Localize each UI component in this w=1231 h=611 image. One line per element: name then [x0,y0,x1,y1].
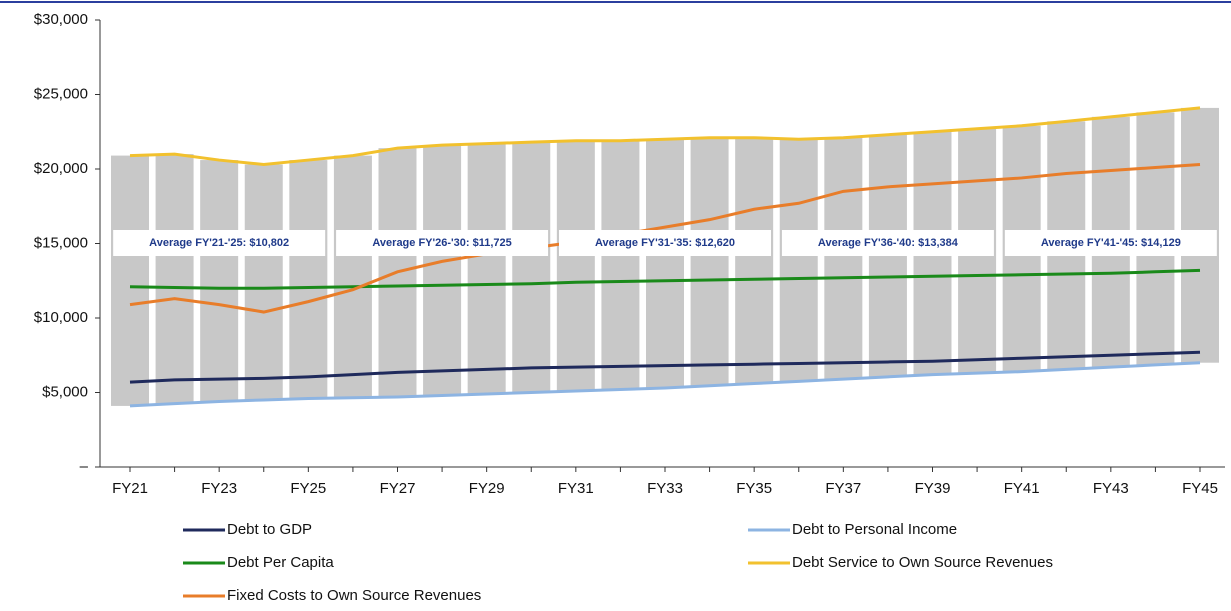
range-bar [200,160,239,402]
range-bar [824,137,863,380]
legend-label: Debt Service to Own Source Revenues [792,554,1053,571]
annotation-box [559,230,771,256]
series-line [129,361,1201,408]
annotation-box [336,230,549,256]
range-bar [244,164,283,400]
x-tick-label: FY31 [558,480,594,497]
annotation: Average FY'31-'35: $12,620 [595,237,735,249]
range-bar [601,140,640,390]
annotation-box [781,230,994,256]
series-line [129,268,1201,290]
annotation: Average FY'41-'45: $14,129 [1041,237,1181,249]
y-tick-label: $10,000 [34,309,88,326]
range-bar [779,139,818,382]
range-bar [690,137,729,386]
x-tick-label: FY45 [1182,480,1218,497]
range-bar [512,142,551,393]
y-tick-label: $20,000 [34,160,88,177]
x-tick-label: FY33 [647,480,683,497]
range-bar [155,154,194,404]
range-bar [289,160,328,399]
annotation: Average FY'21-'25: $10,802 [149,237,289,249]
x-tick-label: FY21 [112,480,148,497]
y-tick-label: $15,000 [34,234,88,251]
annotation-box [113,230,326,256]
annotation-box [1004,230,1217,256]
range-bar [467,143,506,394]
legend-label: Fixed Costs to Own Source Revenues [227,587,481,604]
x-tick-label: FY35 [736,480,772,497]
legend-label: Debt to Personal Income [792,521,957,538]
x-tick-label: FY43 [1093,480,1129,497]
series-line [129,106,1201,167]
range-bar [646,139,684,389]
annotation: Average FY'36-'40: $13,384 [818,237,959,249]
x-tick-label: FY39 [915,480,951,497]
x-tick-label: FY27 [380,480,416,497]
y-tick-label: $25,000 [34,85,88,102]
legend-label: Debt Per Capita [227,554,334,571]
y-tick-label: – [80,458,89,475]
series-line [129,350,1201,384]
series-line [129,163,1201,314]
range-bar [333,155,372,398]
x-tick-label: FY37 [825,480,861,497]
range-bar [735,137,774,384]
y-tick-label: $5,000 [42,383,88,400]
x-tick-label: FY29 [469,480,505,497]
x-tick-label: FY23 [201,480,237,497]
x-tick-label: FY41 [1004,480,1040,497]
y-tick-label: $30,000 [34,11,88,28]
x-tick-label: FY25 [290,480,326,497]
annotation: Average FY'26-'30: $11,725 [372,237,511,249]
range-bar [111,155,149,406]
range-bar [556,140,595,392]
legend-label: Debt to GDP [227,521,312,538]
range-bar [423,145,462,396]
